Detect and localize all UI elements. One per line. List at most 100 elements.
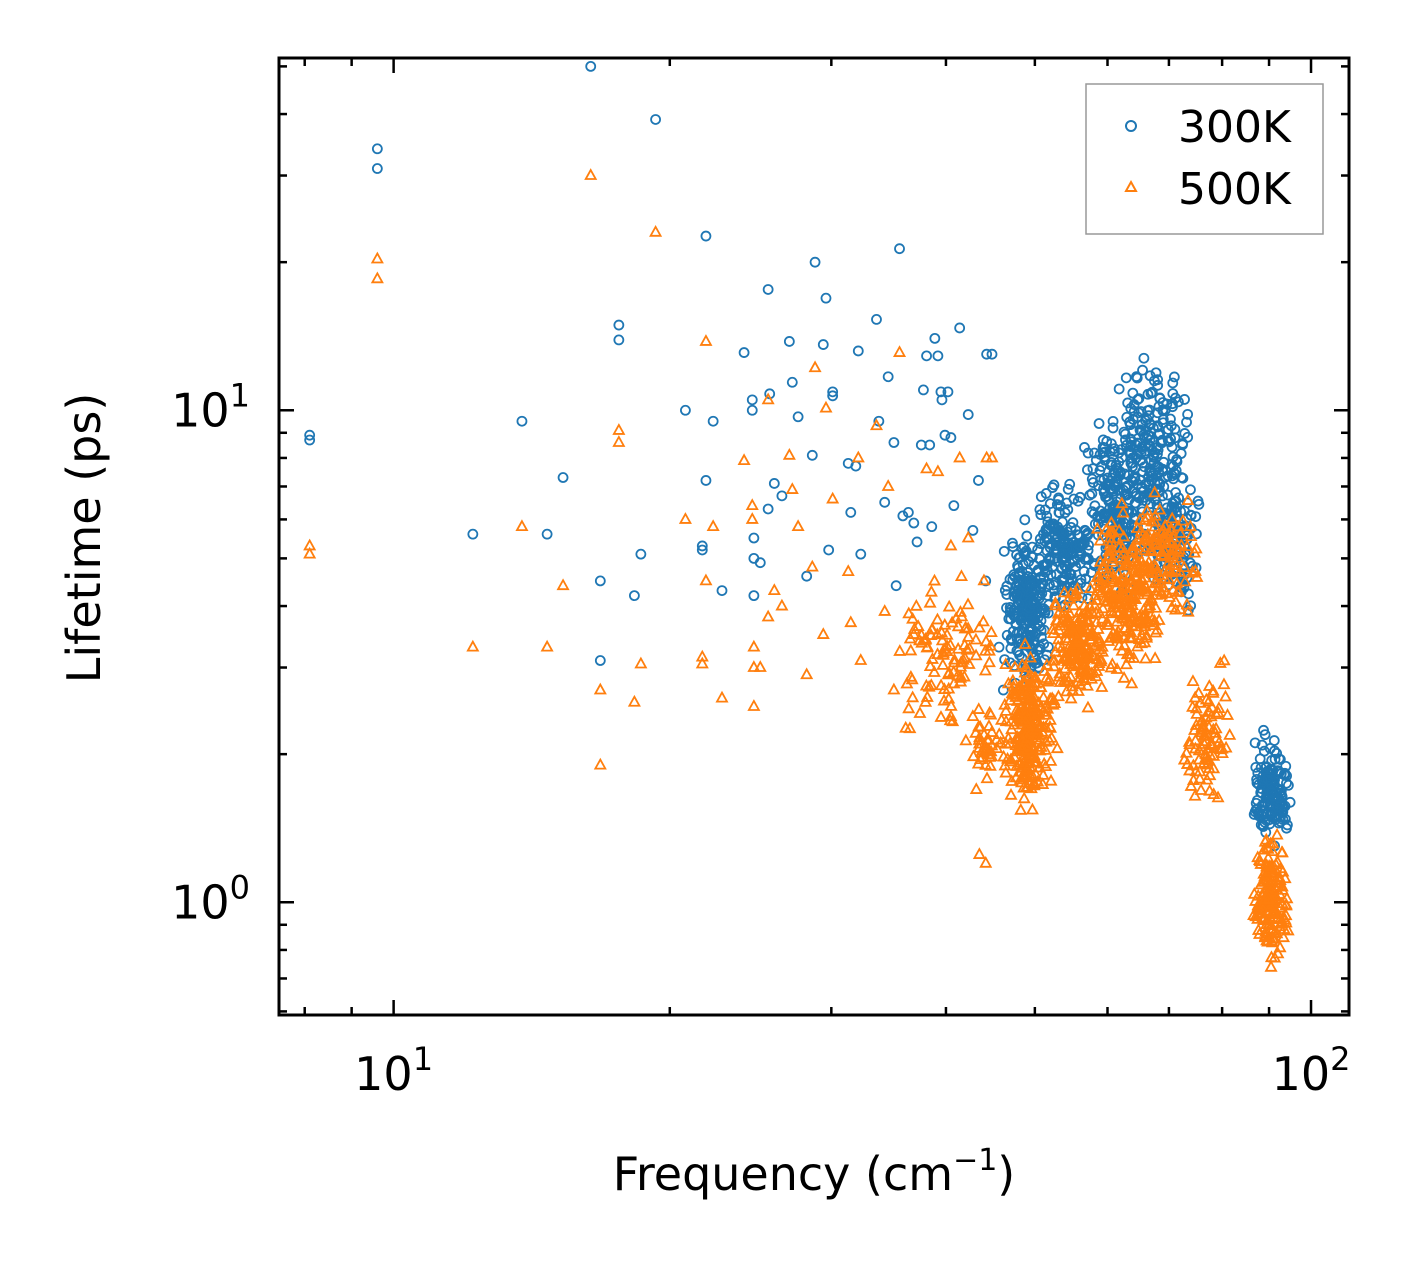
point-500K: [1223, 728, 1237, 740]
point-300K: [1279, 769, 1291, 781]
point-300K: [894, 243, 905, 255]
point-500K: [951, 668, 965, 681]
point-500K: [1270, 926, 1284, 939]
point-300K: [762, 284, 774, 295]
point-500K: [1221, 708, 1235, 720]
point-500K: [1260, 859, 1274, 872]
point-300K: [696, 544, 708, 556]
point-300K: [1037, 577, 1049, 589]
point-300K: [1121, 531, 1132, 543]
point-500K: [1021, 738, 1035, 751]
point-500K: [977, 573, 991, 586]
point-300K: [827, 390, 839, 402]
point-500K: [303, 546, 317, 559]
point-500K: [1069, 625, 1083, 638]
point-500K: [1279, 898, 1293, 911]
point-500K: [966, 709, 980, 722]
point-500K: [1009, 744, 1023, 757]
point-500K: [791, 519, 805, 532]
point-500K: [753, 660, 767, 672]
point-500K: [1173, 542, 1187, 555]
point-500K: [1251, 850, 1265, 863]
point-500K: [1012, 704, 1026, 716]
point-500K: [972, 702, 986, 714]
point-500K: [1270, 827, 1284, 840]
point-500K: [1177, 752, 1191, 765]
point-500K: [1185, 565, 1200, 577]
point-500K: [1021, 752, 1035, 764]
point-500K: [1097, 593, 1111, 606]
point-300K: [716, 585, 728, 596]
point-300K: [911, 536, 923, 548]
point-500K: [1115, 643, 1129, 656]
point-500K: [1057, 652, 1071, 664]
point-500K: [931, 647, 945, 659]
point-500K: [1077, 618, 1091, 631]
point-500K: [1176, 513, 1190, 526]
point-500K: [1145, 514, 1159, 527]
point-500K: [904, 643, 918, 656]
point-500K: [515, 519, 529, 532]
point-300K: [1168, 371, 1180, 383]
point-300K: [1100, 479, 1112, 491]
point-500K: [1199, 692, 1213, 705]
point-500K: [1208, 725, 1222, 738]
point-300K: [1026, 551, 1038, 563]
point-500K: [969, 725, 983, 738]
point-500K: [1264, 959, 1278, 972]
point-300K: [1023, 616, 1034, 628]
point-500K: [1014, 802, 1028, 815]
point-500K: [1047, 659, 1061, 672]
point-300K: [516, 415, 528, 427]
point-300K: [1167, 401, 1178, 413]
point-500K: [1194, 722, 1208, 735]
point-500K: [1019, 690, 1033, 703]
point-500K: [982, 655, 996, 668]
point-500K: [972, 620, 986, 633]
point-300K: [1019, 514, 1031, 526]
point-500K: [906, 690, 920, 703]
x-axis-label: Frequency (cm−1): [613, 1143, 1016, 1201]
point-300K: [1263, 801, 1275, 813]
point-500K: [963, 641, 977, 654]
point-500K: [1197, 737, 1211, 749]
point-500K: [1023, 650, 1037, 663]
point-300K: [820, 292, 832, 304]
point-300K: [1160, 471, 1172, 483]
point-300K: [1032, 612, 1044, 623]
point-300K: [1261, 761, 1272, 773]
point-300K: [1170, 495, 1182, 507]
point-300K: [1089, 447, 1100, 459]
point-500K: [936, 647, 950, 660]
point-300K: [1043, 524, 1054, 536]
point-500K: [1130, 580, 1144, 593]
point-300K: [1185, 509, 1197, 521]
point-500K: [1273, 900, 1287, 913]
point-500K: [936, 658, 950, 670]
point-500K: [1119, 558, 1133, 571]
point-500K: [1001, 731, 1015, 743]
legend-label-500k: 500K: [1178, 164, 1292, 215]
point-300K: [1059, 581, 1070, 593]
point-500K: [1171, 519, 1185, 532]
point-500K: [1091, 622, 1105, 634]
point-500K: [1141, 564, 1155, 577]
point-500K: [1003, 693, 1017, 706]
point-300K: [1057, 548, 1068, 559]
point-500K: [1182, 735, 1196, 747]
point-500K: [1259, 925, 1273, 937]
point-500K: [1149, 600, 1163, 613]
point-300K: [1079, 442, 1090, 453]
point-500K: [1088, 638, 1103, 651]
point-500K: [1050, 741, 1064, 754]
point-500K: [1044, 754, 1058, 766]
point-300K: [981, 348, 993, 360]
point-300K: [748, 532, 760, 544]
point-300K: [746, 404, 758, 416]
point-500K: [1080, 612, 1094, 625]
point-500K: [1004, 787, 1018, 800]
point-500K: [767, 583, 781, 595]
point-300K: [1138, 429, 1150, 441]
point-500K: [1190, 707, 1204, 719]
point-500K: [1106, 554, 1120, 567]
